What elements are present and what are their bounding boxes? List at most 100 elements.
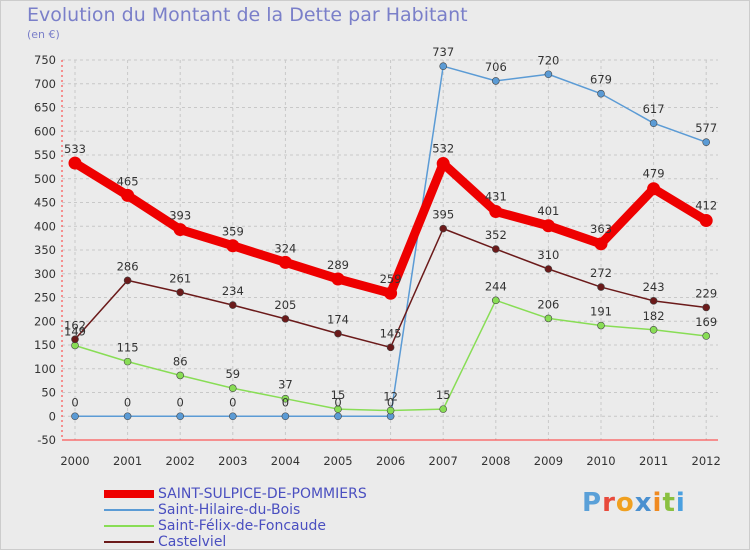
x-tick-label: 2005 xyxy=(323,454,352,468)
data-label: 617 xyxy=(643,102,665,116)
x-tick-label: 2000 xyxy=(60,454,89,468)
data-label: 115 xyxy=(117,341,139,355)
data-label: 145 xyxy=(380,326,402,340)
y-tick-label: 250 xyxy=(34,291,56,305)
x-tick-label: 2012 xyxy=(692,454,721,468)
y-tick-label: 50 xyxy=(41,386,56,400)
y-tick-label: 400 xyxy=(34,219,56,233)
data-point xyxy=(71,335,79,344)
data-label: 393 xyxy=(169,209,191,223)
logo-letter: i xyxy=(652,488,663,518)
data-label: 720 xyxy=(537,53,559,67)
data-label: 243 xyxy=(643,280,665,294)
y-tick-label: 500 xyxy=(34,172,56,186)
legend-item: SAINT-SULPICE-DE-POMMIERS xyxy=(104,486,367,502)
legend: SAINT-SULPICE-DE-POMMIERS Saint-Hilaire-d… xyxy=(104,486,367,550)
data-label: 310 xyxy=(537,248,559,262)
data-point xyxy=(334,329,342,338)
data-point xyxy=(544,265,553,273)
logo-letter: t xyxy=(662,488,676,518)
data-point xyxy=(702,332,711,340)
data-label: 37 xyxy=(278,378,293,392)
data-label: 431 xyxy=(485,190,507,204)
legend-item: Castelviel xyxy=(104,534,367,550)
y-tick-label: 700 xyxy=(34,77,56,91)
chart-title: Evolution du Montant de la Dette par Hab… xyxy=(27,4,468,26)
data-label: 12 xyxy=(383,390,398,404)
legend-item: Saint-Félix-de-Foncaude xyxy=(104,518,367,534)
data-label: 261 xyxy=(169,271,191,285)
data-label: 577 xyxy=(695,121,717,135)
y-tick-label: 550 xyxy=(34,148,56,162)
data-point xyxy=(699,214,713,228)
data-point xyxy=(281,394,290,403)
y-tick-label: -50 xyxy=(37,433,56,447)
y-tick-label: 200 xyxy=(34,314,56,328)
data-label: 86 xyxy=(173,354,188,368)
data-point xyxy=(334,405,342,413)
x-tick-label: 2006 xyxy=(376,454,405,468)
data-point xyxy=(71,412,79,421)
data-point xyxy=(702,303,711,312)
chart-subtitle: (en €) xyxy=(27,28,60,41)
data-point xyxy=(649,325,658,334)
y-tick-label: 600 xyxy=(34,124,56,138)
data-point xyxy=(278,255,292,269)
data-label: 533 xyxy=(64,142,86,156)
proxiti-logo: Proxiti xyxy=(582,488,686,518)
x-tick-label: 2002 xyxy=(166,454,195,468)
y-tick-label: 350 xyxy=(34,243,56,257)
data-point xyxy=(384,286,398,300)
data-label: 182 xyxy=(643,309,665,323)
legend-label: SAINT-SULPICE-DE-POMMIERS xyxy=(158,486,367,502)
x-tick-label: 2001 xyxy=(113,454,142,468)
x-tick-label: 2007 xyxy=(429,454,458,468)
data-point xyxy=(436,157,450,171)
data-label: 679 xyxy=(590,73,612,87)
x-tick-label: 2009 xyxy=(534,454,563,468)
logo-letter: o xyxy=(615,488,635,518)
logo-letter: x xyxy=(634,488,653,518)
data-label: 352 xyxy=(485,228,507,242)
data-point xyxy=(541,219,555,233)
data-point xyxy=(491,296,500,305)
y-tick-label: 650 xyxy=(34,101,56,115)
logo-letter: r xyxy=(602,488,616,518)
data-point xyxy=(702,138,711,146)
legend-swatch xyxy=(104,525,154,527)
data-label: 532 xyxy=(432,142,454,156)
data-point xyxy=(439,224,448,233)
legend-label: Saint-Hilaire-du-Bois xyxy=(158,502,301,518)
data-point xyxy=(173,223,187,237)
data-label: 395 xyxy=(432,208,454,222)
data-point xyxy=(594,237,608,251)
data-point xyxy=(229,301,237,309)
data-point xyxy=(439,405,448,413)
x-tick-label: 2010 xyxy=(586,454,615,468)
data-label: 0 xyxy=(229,395,236,409)
y-tick-label: 0 xyxy=(49,409,56,423)
data-label: 259 xyxy=(380,272,402,286)
data-label: 244 xyxy=(485,279,507,293)
data-point xyxy=(597,283,605,291)
data-label: 59 xyxy=(225,367,240,381)
x-tick-label: 2011 xyxy=(639,454,668,468)
data-point xyxy=(334,412,342,421)
data-label: 229 xyxy=(695,286,717,300)
data-point xyxy=(331,272,345,286)
data-point xyxy=(229,412,237,421)
data-point xyxy=(544,70,553,79)
data-label: 206 xyxy=(537,297,559,311)
data-label: 0 xyxy=(334,395,341,409)
data-label: 234 xyxy=(222,284,244,298)
data-labels: 0 0 0 0 0 0 0 737 706 720 679 617 577 149 115 86 59 37 15 1… xyxy=(64,45,717,409)
y-tick-label: 750 xyxy=(34,53,56,67)
data-label: 324 xyxy=(274,241,296,255)
legend-swatch xyxy=(104,541,154,543)
data-point xyxy=(647,182,661,196)
data-label: 0 xyxy=(282,395,289,409)
data-point xyxy=(121,188,135,202)
data-point xyxy=(176,288,184,297)
data-label: 0 xyxy=(71,395,78,409)
